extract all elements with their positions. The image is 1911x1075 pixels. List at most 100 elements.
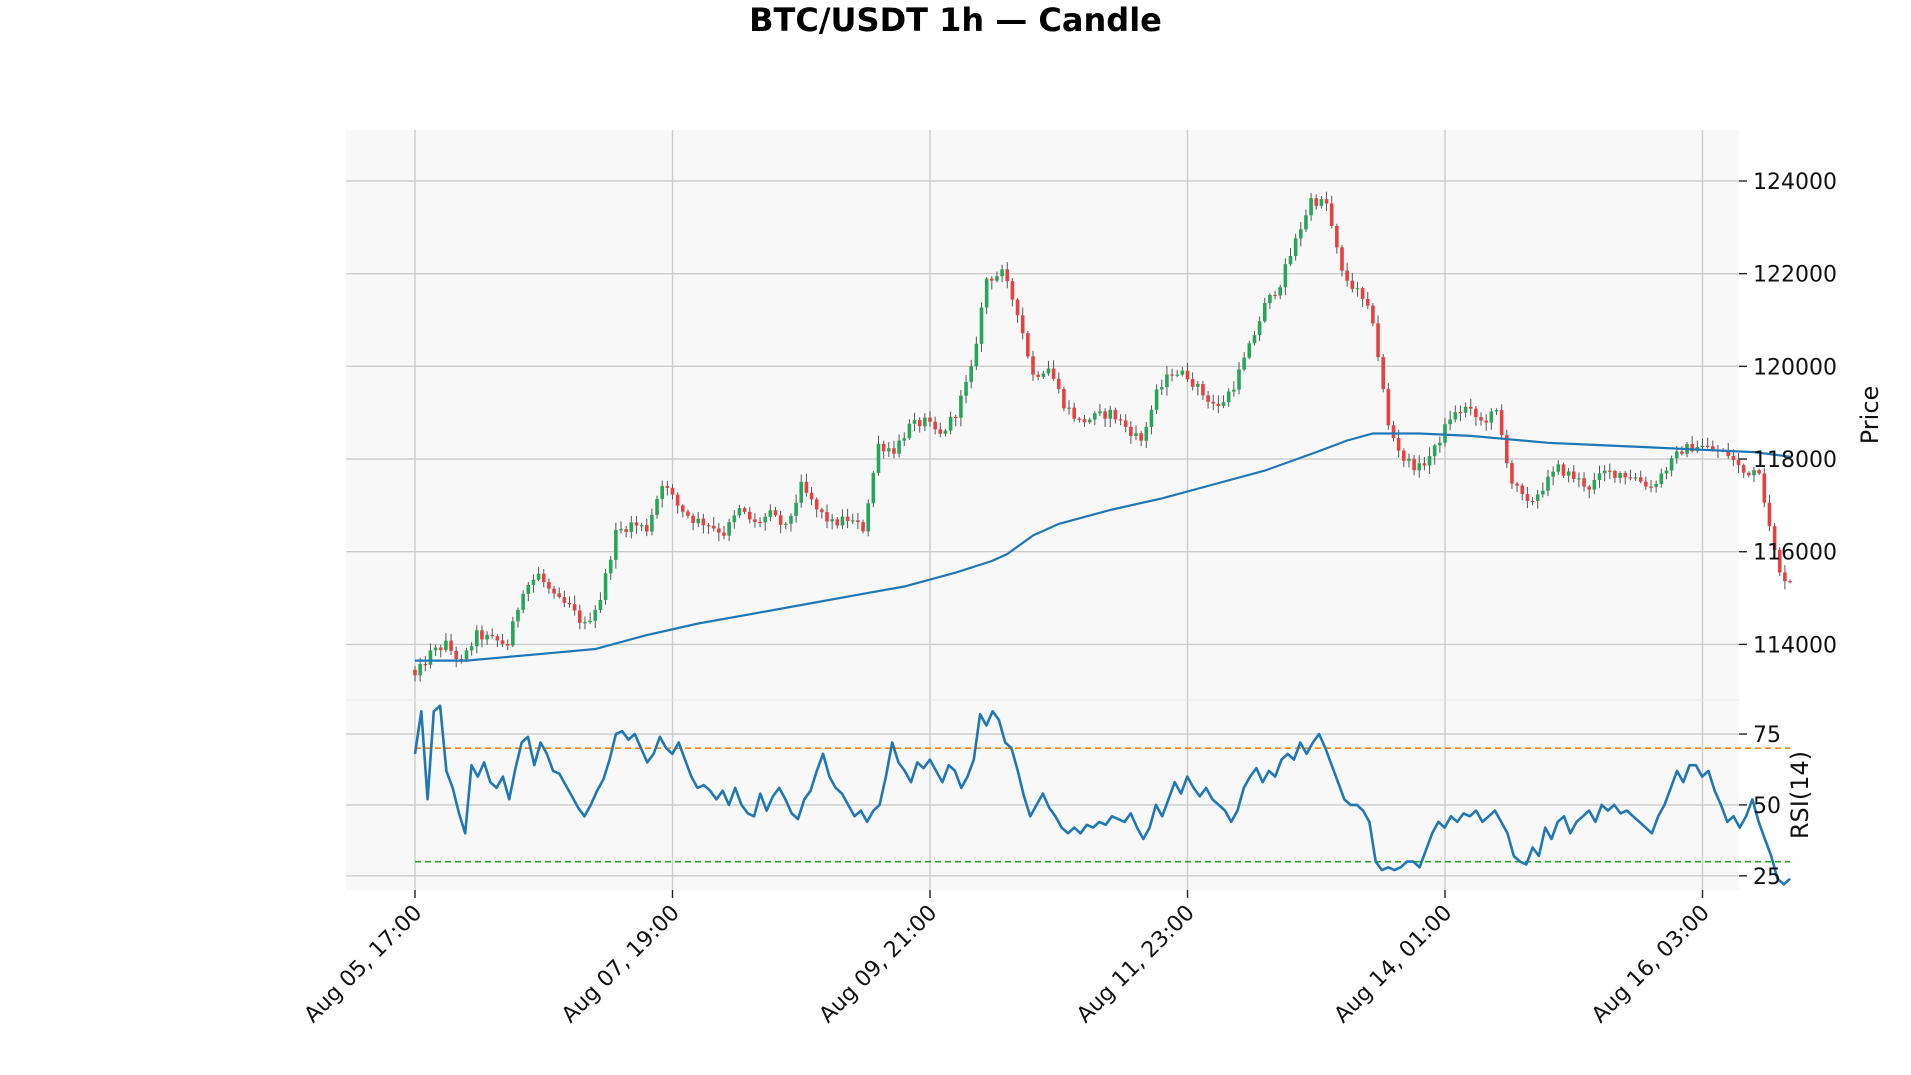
rsi-series	[413, 704, 1791, 886]
candle-body	[444, 640, 448, 651]
candle-body	[1448, 419, 1452, 425]
candle-body	[1000, 269, 1004, 277]
candle-body	[1082, 419, 1087, 423]
candle-body	[1237, 369, 1241, 390]
candle-body	[866, 503, 870, 532]
candle-body	[1232, 389, 1236, 392]
candle-body	[1391, 425, 1396, 439]
candle-body	[691, 515, 695, 524]
candle-body	[1026, 333, 1030, 357]
candle-body	[469, 646, 474, 651]
candle-body	[1417, 463, 1422, 471]
candle-body	[959, 395, 963, 418]
candle-body	[1772, 526, 1777, 550]
price-axis-label: Price	[1856, 386, 1884, 445]
candle-body	[845, 516, 850, 522]
candle-body	[531, 579, 536, 585]
candle-body	[1592, 479, 1597, 490]
candle-body	[1242, 357, 1246, 370]
moving-average-line	[415, 432, 1791, 662]
candle-body	[701, 518, 706, 526]
candle-body	[1340, 247, 1344, 271]
candle-body	[1762, 473, 1767, 503]
candle-body	[1293, 238, 1298, 256]
candle-body	[1788, 581, 1792, 583]
rsi-line	[413, 704, 1791, 886]
candle-body	[1479, 417, 1483, 421]
candle-body	[1031, 356, 1035, 375]
candle-body	[825, 512, 829, 522]
candle-body	[1587, 486, 1591, 490]
candle-body	[840, 516, 845, 526]
candle-body	[1757, 470, 1761, 474]
candle-body	[1247, 343, 1252, 358]
candle-body	[660, 486, 664, 499]
candle-body	[1020, 315, 1025, 334]
candle-body	[583, 622, 587, 624]
candle-body	[511, 621, 515, 646]
candle-body	[1726, 450, 1731, 456]
candle-body	[418, 664, 422, 676]
chart-title: BTC/USDT 1h — Candle	[749, 1, 1162, 39]
x-tick-label: Aug 11, 23:00	[1072, 901, 1200, 1029]
candle-body	[1577, 478, 1581, 480]
candle-body	[1185, 370, 1190, 380]
candle-body	[598, 599, 603, 610]
candle-body	[995, 276, 999, 281]
price-tick-label: 124000	[1753, 170, 1837, 195]
candle-body	[938, 429, 943, 434]
candle-body	[1453, 412, 1458, 420]
candle-body	[912, 420, 917, 424]
candle-body	[1278, 287, 1282, 296]
candle-body	[1165, 374, 1169, 388]
rsi-axis-label: RSI(14)	[1786, 751, 1814, 839]
candle-body	[1680, 451, 1684, 454]
candle-body	[1664, 470, 1669, 474]
candle-body	[1252, 335, 1257, 344]
candle-body	[681, 505, 685, 512]
candlestick-series	[413, 191, 1792, 682]
candle-body	[1216, 403, 1221, 407]
candle-body	[1268, 294, 1272, 304]
candle-body	[1432, 445, 1437, 457]
candle-body	[1674, 451, 1679, 459]
candle-body	[428, 650, 433, 665]
candle-body	[979, 307, 984, 344]
candle-body	[1319, 199, 1324, 206]
candle-body	[619, 529, 623, 531]
candle-body	[1505, 435, 1509, 464]
candle-body	[1371, 305, 1375, 324]
candle-body	[984, 278, 989, 308]
candle-body	[953, 416, 958, 419]
candle-body	[603, 573, 608, 600]
candle-body	[1649, 486, 1653, 488]
candle-body	[789, 515, 793, 524]
candle-body	[526, 584, 531, 594]
candle-body	[794, 502, 798, 516]
candle-body	[1458, 412, 1463, 414]
candle-body	[1747, 472, 1751, 476]
candle-body	[1535, 494, 1540, 502]
candle-body	[1623, 473, 1628, 478]
candle-body	[1005, 269, 1010, 282]
candle-body	[614, 529, 618, 560]
x-tick-label: Aug 09, 21:00	[815, 901, 943, 1029]
candle-body	[1103, 411, 1107, 419]
candle-body	[758, 521, 762, 524]
candle-body	[1700, 445, 1705, 448]
candle-body	[1659, 473, 1664, 484]
candle-body	[763, 516, 767, 523]
candle-body	[1422, 463, 1427, 466]
candle-body	[732, 515, 737, 523]
candle-body	[1123, 420, 1128, 427]
candle-body	[1221, 402, 1226, 407]
candle-body	[850, 520, 855, 522]
candle-body	[1288, 255, 1293, 265]
candle-body	[1062, 388, 1066, 409]
price-tick-label: 118000	[1753, 448, 1837, 473]
candle-body	[572, 604, 577, 611]
candle-body	[1226, 391, 1231, 403]
candle-body	[650, 514, 654, 532]
candle-body	[1144, 426, 1149, 441]
candle-body	[1257, 321, 1262, 336]
